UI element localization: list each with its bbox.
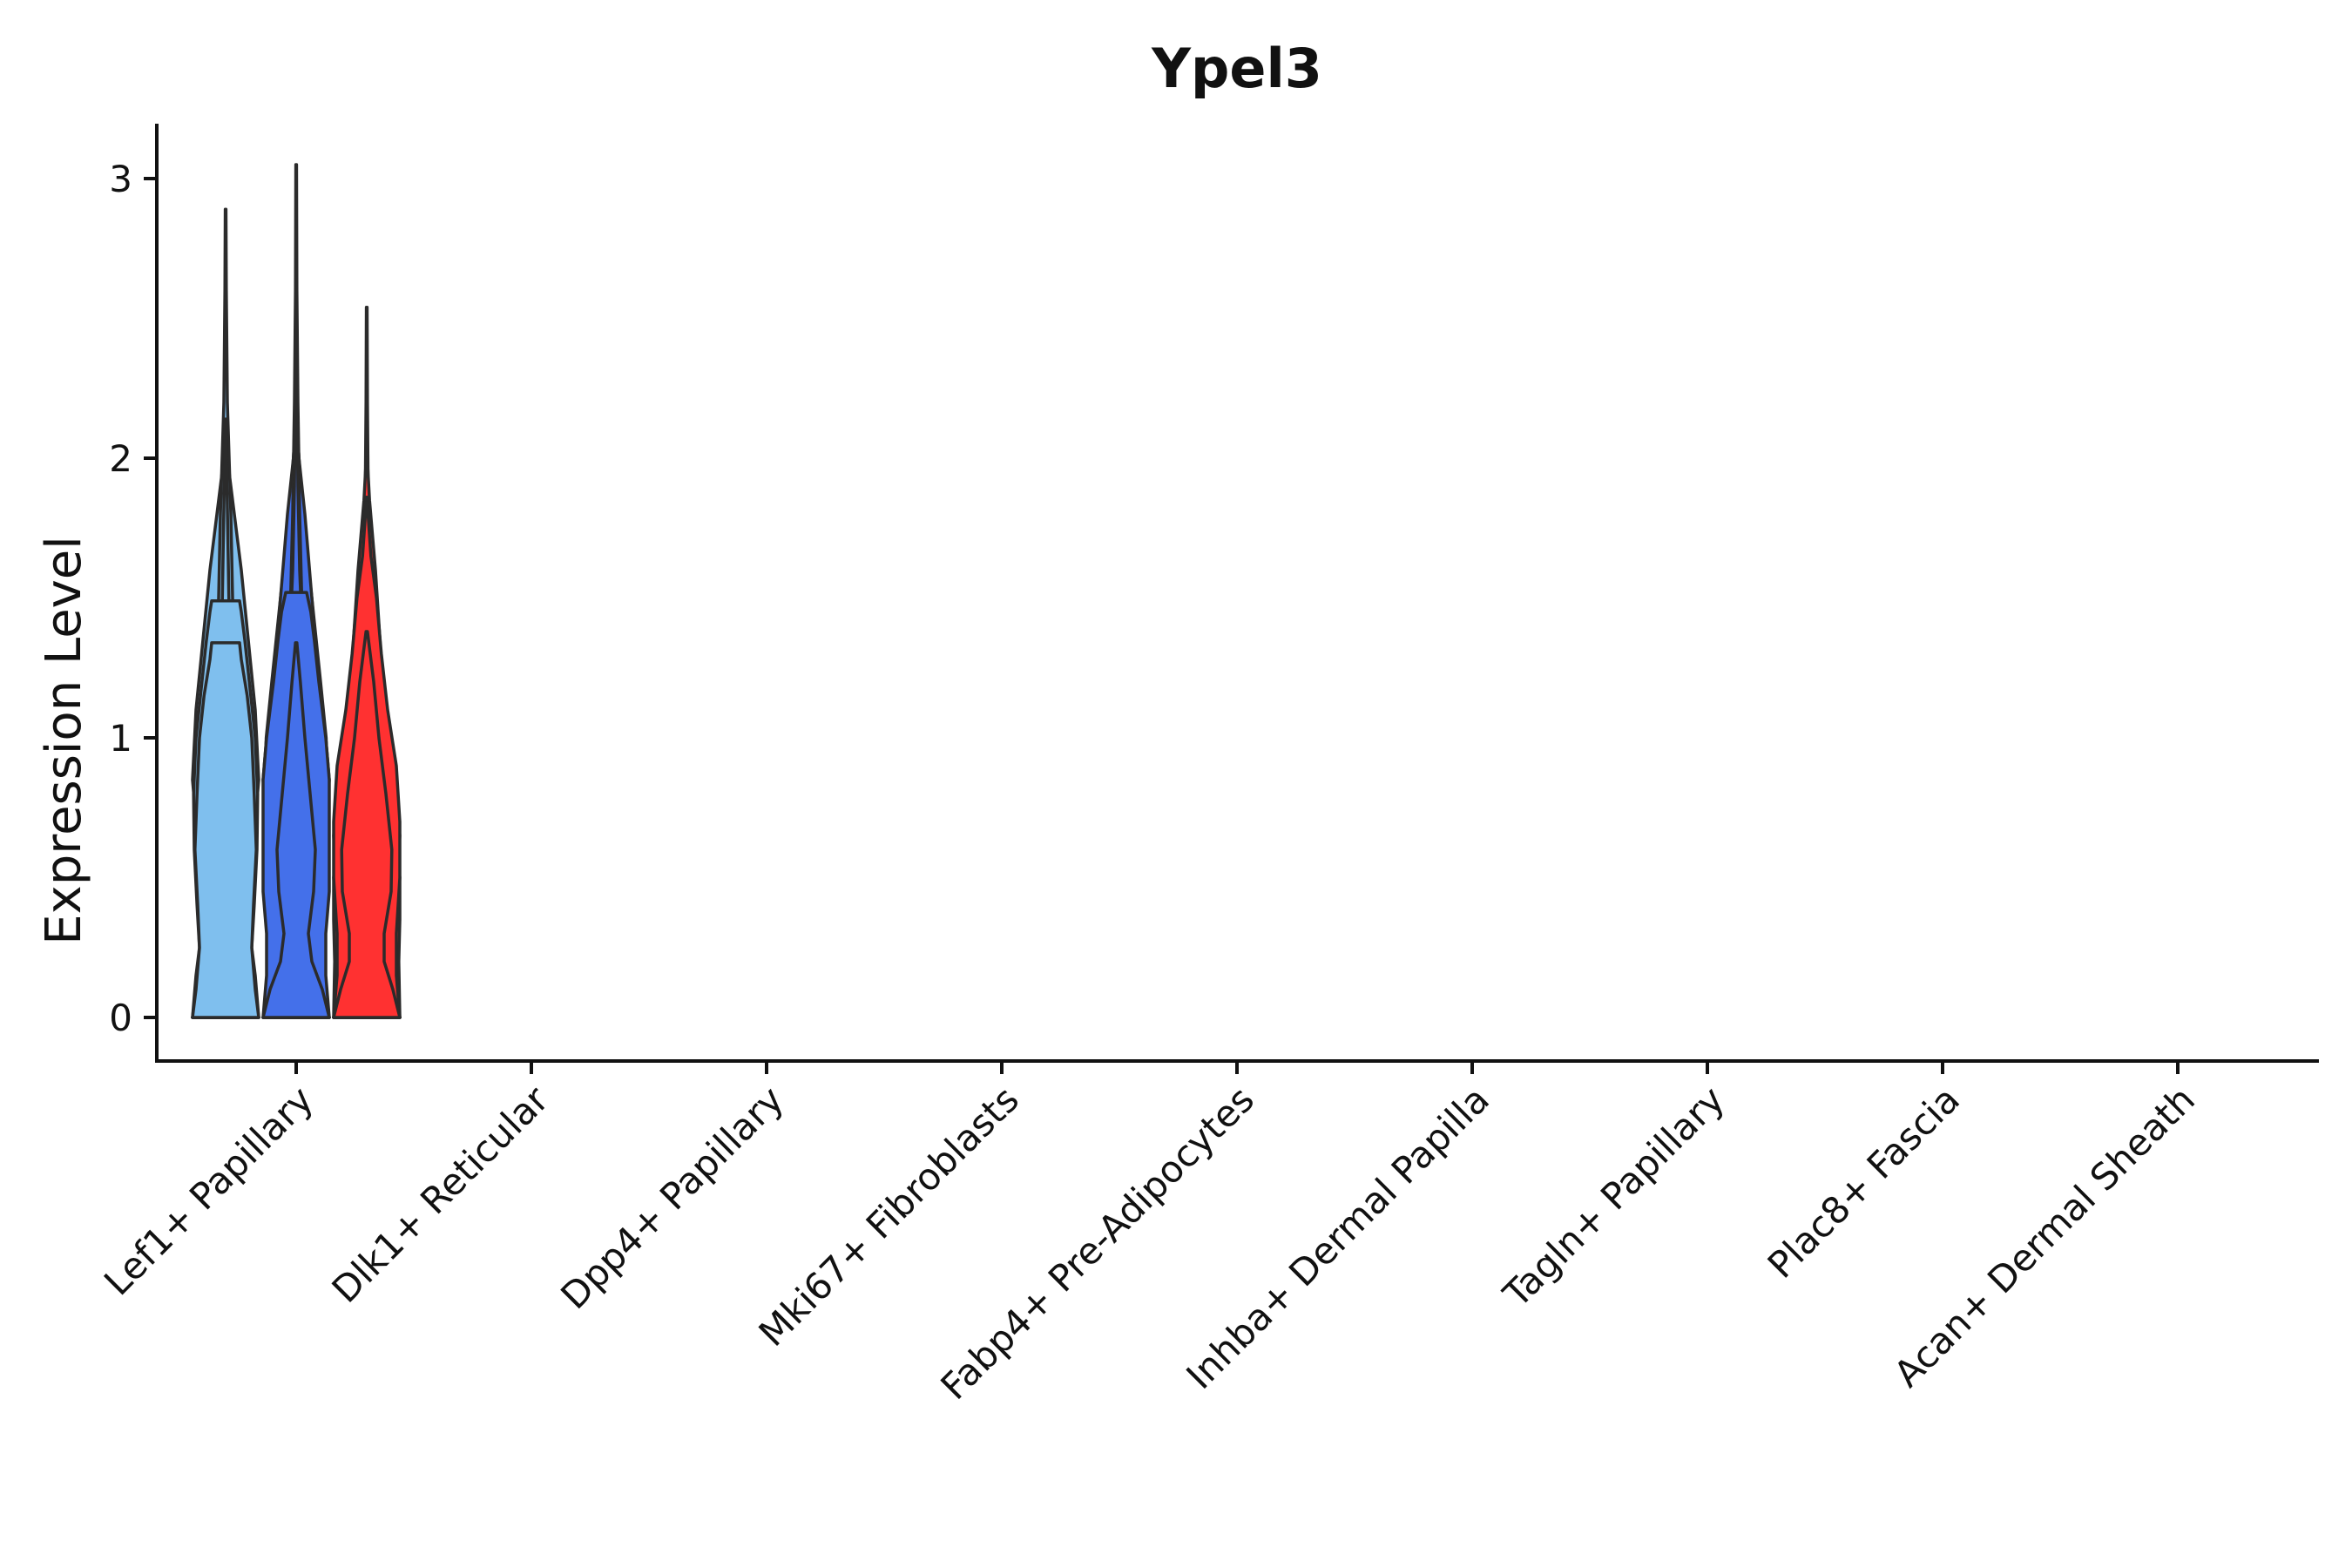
- x-tick-label: Plac8+ Fascia: [1760, 1078, 1968, 1286]
- y-tick-label: 1: [109, 717, 132, 760]
- violin-group-1: [191, 641, 260, 1019]
- y-tick-label: 0: [109, 997, 132, 1039]
- violin-group: [191, 163, 402, 1019]
- y-axis-label: Expression Level: [36, 536, 92, 945]
- x-tick-label: Lef1+ Papillary: [96, 1078, 321, 1303]
- x-tick-label: Dpp4+ Papillary: [552, 1078, 792, 1317]
- x-tick-label: Mki67+ Fibroblasts: [751, 1078, 1027, 1354]
- x-tick-label: Tagln+ Papillary: [1495, 1078, 1733, 1315]
- violin-group-3: [332, 630, 402, 1019]
- y-tick-label: 3: [109, 158, 132, 200]
- violin-group-2: [261, 641, 331, 1019]
- chart-title: Ypel3: [1151, 37, 1322, 100]
- y-tick-label: 2: [109, 437, 132, 480]
- x-tick-label: Dlk1+ Reticular: [324, 1078, 558, 1311]
- y-ticks: 0 1 2 3: [109, 158, 157, 1039]
- axes: [155, 124, 2319, 1063]
